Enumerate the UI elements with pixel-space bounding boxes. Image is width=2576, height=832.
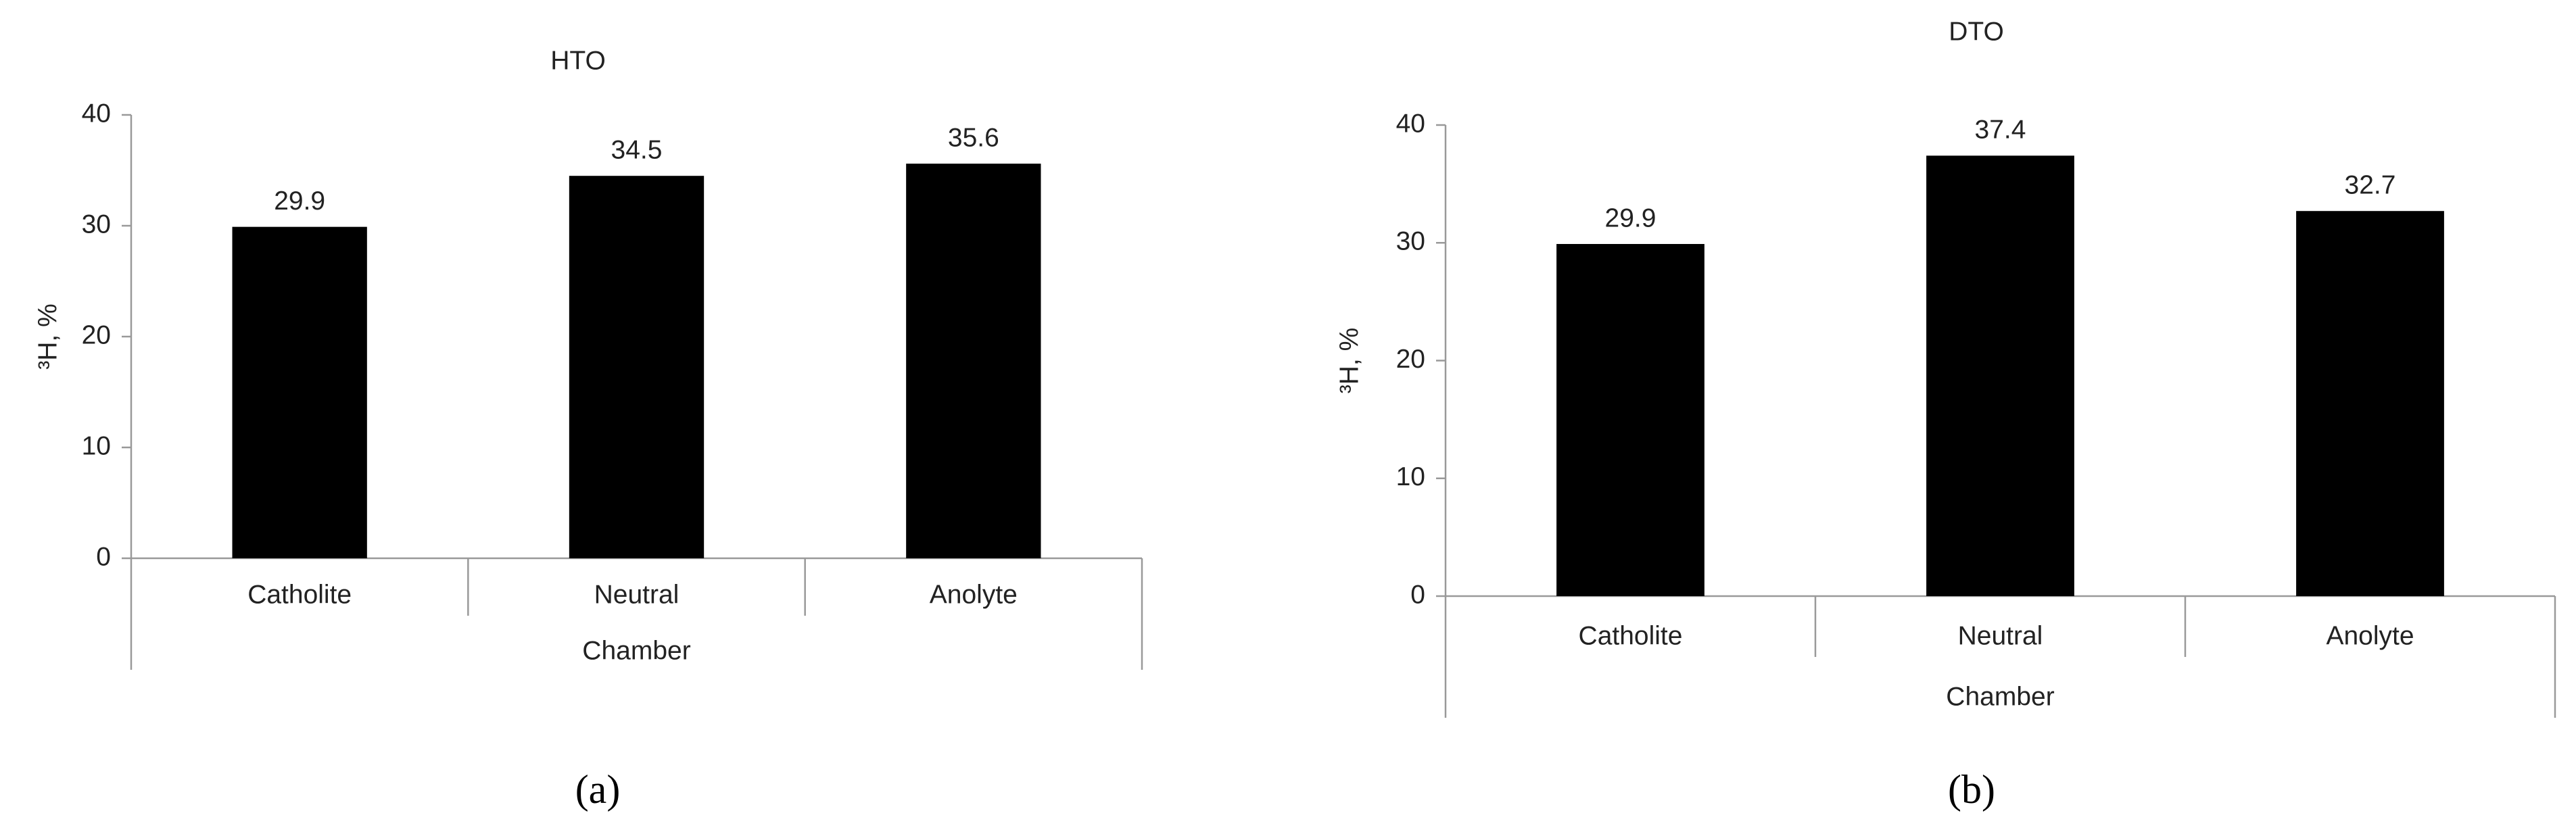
panel-label: (b)	[1948, 767, 1995, 812]
data-label: 35.6	[948, 123, 999, 152]
y-tick-label: 20	[82, 320, 111, 349]
x-axis-label: Chamber	[1946, 682, 2054, 711]
y-axis-label: ³H, %	[33, 303, 62, 370]
data-label: 29.9	[274, 187, 325, 216]
data-label: 29.9	[1605, 203, 1656, 233]
y-tick-label: 30	[1396, 227, 1425, 256]
x-tick-label: Anolyte	[2326, 621, 2414, 650]
bar	[1556, 243, 1704, 596]
chart-title: HTO	[550, 46, 606, 75]
chart-title: DTO	[1949, 17, 2004, 46]
y-tick-label: 0	[1410, 580, 1425, 609]
bar	[2296, 211, 2444, 596]
data-label: 37.4	[1975, 116, 2026, 145]
data-label: 34.5	[611, 135, 663, 164]
x-axis-label: Chamber	[582, 636, 690, 665]
panel-label: (a)	[575, 767, 621, 812]
y-tick-label: 40	[1396, 109, 1425, 138]
x-tick-label: Neutral	[1958, 621, 2043, 650]
x-tick-label: Neutral	[594, 580, 679, 609]
x-tick-label: Catholite	[1579, 621, 1683, 650]
bar	[1926, 155, 2074, 596]
y-tick-label: 10	[1396, 462, 1425, 491]
bar	[569, 176, 705, 558]
y-tick-label: 10	[82, 431, 111, 460]
y-axis-label: ³H, %	[1335, 328, 1364, 394]
bar	[232, 226, 367, 558]
y-tick-label: 0	[96, 542, 111, 571]
y-tick-label: 40	[82, 99, 111, 128]
bar	[906, 164, 1041, 558]
data-label: 32.7	[2345, 170, 2396, 199]
y-tick-label: 30	[82, 210, 111, 239]
x-tick-label: Catholite	[247, 580, 352, 609]
x-tick-label: Anolyte	[930, 580, 1018, 609]
y-tick-label: 20	[1396, 345, 1425, 374]
